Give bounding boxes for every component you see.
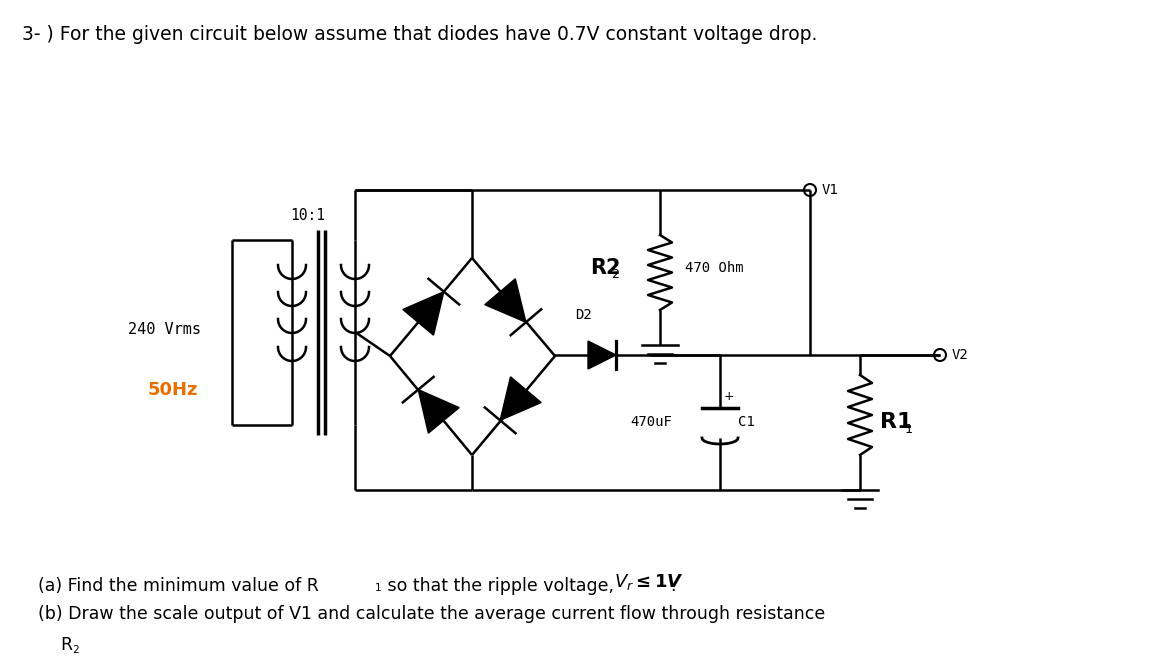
- Text: 470uF: 470uF: [630, 415, 672, 429]
- Text: +: +: [724, 390, 735, 403]
- Text: V2: V2: [952, 348, 969, 362]
- Text: 240 Vrms: 240 Vrms: [128, 323, 201, 337]
- Text: .: .: [670, 577, 675, 595]
- Text: (b) Draw the scale output of V1 and calculate the average current flow through r: (b) Draw the scale output of V1 and calc…: [38, 605, 825, 623]
- Text: 50Hz: 50Hz: [148, 381, 198, 399]
- Text: $_1$: $_1$: [375, 579, 382, 593]
- Text: R1: R1: [880, 412, 912, 432]
- Polygon shape: [485, 279, 526, 323]
- Text: so that the ripple voltage,: so that the ripple voltage,: [382, 577, 620, 595]
- Text: C1: C1: [738, 415, 755, 429]
- Polygon shape: [418, 390, 459, 433]
- Text: $\boldsymbol{V_r \leq 1V}$: $\boldsymbol{V_r \leq 1V}$: [614, 572, 683, 592]
- Polygon shape: [403, 292, 444, 335]
- Text: (a) Find the minimum value of R: (a) Find the minimum value of R: [38, 577, 319, 595]
- Text: R2: R2: [591, 258, 621, 278]
- Text: D2: D2: [575, 308, 592, 322]
- Polygon shape: [500, 377, 541, 420]
- Text: $_2$: $_2$: [72, 640, 80, 655]
- Text: $_1$: $_1$: [904, 418, 913, 436]
- Text: R: R: [60, 636, 72, 654]
- Text: 10:1: 10:1: [290, 208, 325, 222]
- Text: V1: V1: [822, 183, 838, 197]
- Text: $_2$: $_2$: [610, 263, 620, 281]
- Text: 470 Ohm: 470 Ohm: [684, 261, 743, 275]
- Text: 3- ) For the given circuit below assume that diodes have 0.7V constant voltage d: 3- ) For the given circuit below assume …: [22, 26, 817, 44]
- Polygon shape: [588, 341, 616, 369]
